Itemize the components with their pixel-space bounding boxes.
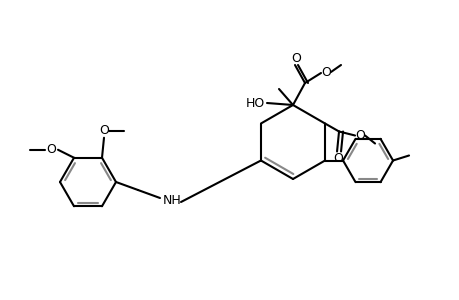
Text: O: O (46, 143, 56, 156)
Text: O: O (99, 124, 109, 137)
Text: O: O (320, 65, 330, 79)
Text: O: O (291, 52, 300, 64)
Text: NH: NH (162, 194, 181, 206)
Text: O: O (332, 152, 342, 165)
Text: HO: HO (245, 97, 264, 110)
Text: O: O (354, 129, 364, 142)
